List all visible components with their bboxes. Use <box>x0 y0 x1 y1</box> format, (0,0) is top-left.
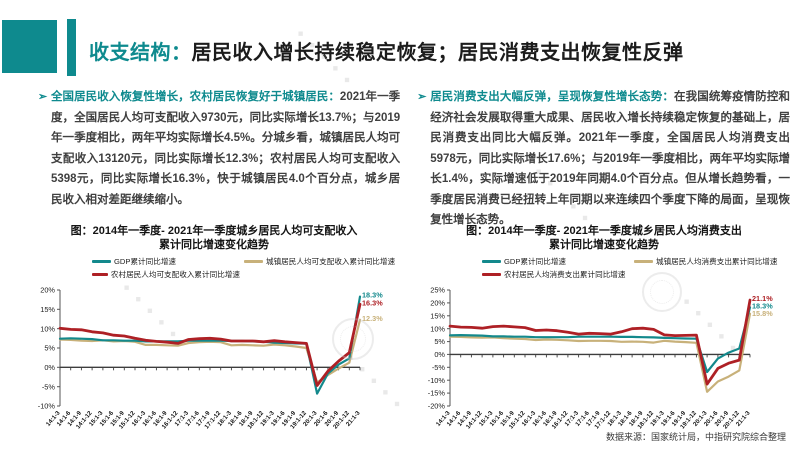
consumption-line-chart: -20% -15% -10% -5% 0% 5% 10% 15% 20% 25% 14:1-3 14:… <box>418 282 790 445</box>
legend-item: 农村居民人均可支配收入累计同比增速 <box>92 269 240 280</box>
svg-text:5%: 5% <box>44 344 55 353</box>
consumption-paragraph-body: 在我国统筹疫情防控和经济社会发展取得重大成果、居民收入增长持续稳定恢复的基础上，… <box>430 91 791 226</box>
title-accent-square <box>2 20 57 73</box>
legend-label: 农村居民人均消费支出累计同比增速 <box>504 270 626 279</box>
svg-text:10%: 10% <box>40 324 55 333</box>
body-columns: ➢ 全国居民收入恢复性增长，农村居民恢复好于城镇居民：2021年一季度，全国居民人… <box>38 87 790 231</box>
legend-item: 农村居民人均消费支出累计同比增速 <box>482 269 630 280</box>
svg-text:5%: 5% <box>434 337 445 346</box>
legend-item: 城镇居民人均可支配收入累计同比增速 <box>244 256 395 267</box>
svg-text:15.8%: 15.8% <box>752 309 773 318</box>
page-title-prefix: 收支结构： <box>89 42 192 64</box>
income-paragraph-lead: 全国居民收入恢复性增长，农村居民恢复好于城镇居民： <box>51 91 340 103</box>
legend-item: GDP累计同比增速 <box>482 256 630 267</box>
svg-text:0%: 0% <box>44 363 55 372</box>
page-title: 收支结构：居民收入增长持续稳定恢复；居民消费支出恢复性反弹 <box>89 36 684 65</box>
bullet-arrow-icon: ➢ <box>417 91 427 103</box>
consumption-chart-legend: GDP累计同比增速 城镇居民人均消费支出累计同比增速农村居民人均消费支出累计同比增… <box>482 256 778 280</box>
legend-label: GDP累计同比增速 <box>504 257 567 266</box>
svg-text:0%: 0% <box>434 350 445 359</box>
legend-item: GDP累计同比增速 <box>92 256 240 267</box>
svg-text:18.3%: 18.3% <box>362 291 383 300</box>
legend-line-swatch-icon <box>92 260 111 263</box>
svg-text:-10%: -10% <box>38 402 56 411</box>
legend-item: 城镇居民人均消费支出累计同比增速 <box>634 256 778 267</box>
svg-text:16.3%: 16.3% <box>362 298 383 307</box>
chart-title-line1: 图：2014年一季度- 2021年一季度城乡居民人均可支配收入 <box>70 225 358 237</box>
income-chart-title: 图：2014年一季度- 2021年一季度城乡居民人均可支配收入 累计同比增速变化… <box>28 224 400 252</box>
legend-label: 农村居民人均可支配收入累计同比增速 <box>110 270 240 279</box>
charts-row: 图：2014年一季度- 2021年一季度城乡居民人均可支配收入 累计同比增速变化… <box>28 224 790 445</box>
legend-line-swatch-icon <box>244 260 263 263</box>
svg-text:25%: 25% <box>430 286 445 295</box>
svg-text:-5%: -5% <box>432 363 446 372</box>
svg-text:20%: 20% <box>40 286 55 295</box>
svg-text:20%: 20% <box>430 299 445 308</box>
legend-line-swatch-icon <box>482 260 501 263</box>
legend-line-swatch-icon <box>482 273 501 276</box>
legend-label: 城镇居民人均消费支出累计同比增速 <box>656 257 778 266</box>
consumption-chart-title: 图：2014年一季度- 2021年一季度城乡居民人均消费支出 累计同比增速变化趋… <box>418 224 790 252</box>
bullet-arrow-icon: ➢ <box>38 91 48 103</box>
legend-line-swatch-icon <box>634 260 653 263</box>
income-chart-legend: GDP累计同比增速 城镇居民人均可支配收入累计同比增速农村居民人均可支配收入累计同… <box>92 256 395 280</box>
svg-text:10%: 10% <box>430 324 445 333</box>
svg-text:15%: 15% <box>430 311 445 320</box>
legend-label: 城镇居民人均可支配收入累计同比增速 <box>266 257 396 266</box>
chart-title-line2: 累计同比增速变化趋势 <box>549 239 659 251</box>
data-source-note: 数据来源：国家统计局，中指研究院综合整理 <box>605 432 786 442</box>
legend-label: GDP累计同比增速 <box>114 257 177 266</box>
income-chart-figure: 图：2014年一季度- 2021年一季度城乡居民人均可支配收入 累计同比增速变化… <box>28 224 400 445</box>
svg-text:12.3%: 12.3% <box>362 314 383 323</box>
svg-text:-10%: -10% <box>428 376 446 385</box>
income-summary-paragraph: ➢ 全国居民收入恢复性增长，农村居民恢复好于城镇居民：2021年一季度，全国居民人… <box>38 87 400 231</box>
title-accent-bar <box>67 19 76 76</box>
legend-line-swatch-icon <box>92 273 108 276</box>
chart-title-line2: 累计同比增速变化趋势 <box>159 239 269 251</box>
page-title-main: 居民收入增长持续稳定恢复；居民消费支出恢复性反弹 <box>191 42 684 64</box>
consumption-chart-figure: 图：2014年一季度- 2021年一季度城乡居民人均消费支出 累计同比增速变化趋… <box>418 224 790 445</box>
svg-text:-20%: -20% <box>428 402 446 411</box>
svg-text:-5%: -5% <box>42 382 56 391</box>
income-paragraph-body: 2021年一季度，全国居民人均可支配收入9730元，同比实际增长13.7%；与2… <box>51 91 401 206</box>
svg-text:-15%: -15% <box>428 389 446 398</box>
svg-text:21.1%: 21.1% <box>752 294 773 303</box>
svg-text:18.3%: 18.3% <box>752 302 773 311</box>
consumption-summary-paragraph: ➢ 居民消费支出大幅反弹，呈现恢复性增长态势：在我国统筹疫情防控和经济社会发展取得… <box>417 87 790 231</box>
chart-title-line1: 图：2014年一季度- 2021年一季度城乡居民人均消费支出 <box>466 225 742 237</box>
consumption-paragraph-lead: 居民消费支出大幅反弹，呈现恢复性增长态势： <box>430 91 675 103</box>
svg-text:15%: 15% <box>40 305 55 314</box>
income-line-chart: -10% -5% 0% 5% 10% 15% 20% 14:1-3 14:1-6 14:1-9 14… <box>28 282 400 445</box>
